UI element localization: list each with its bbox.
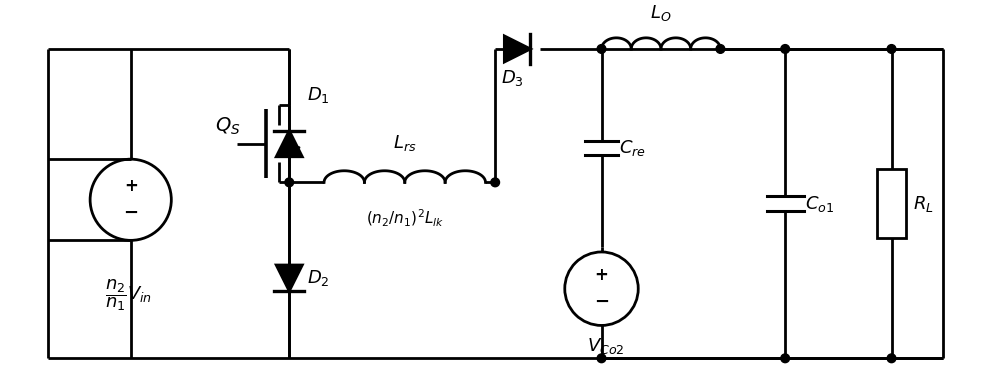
Circle shape (887, 45, 896, 53)
Circle shape (597, 354, 606, 363)
Polygon shape (504, 36, 530, 62)
Circle shape (491, 178, 500, 187)
Text: $L_O$: $L_O$ (650, 3, 672, 23)
Text: $R_L$: $R_L$ (913, 194, 934, 214)
Text: $V_{Co2}$: $V_{Co2}$ (587, 336, 624, 356)
Circle shape (887, 354, 896, 363)
Circle shape (781, 354, 790, 363)
Text: $\dfrac{n_2}{n_1}V_{in}$: $\dfrac{n_2}{n_1}V_{in}$ (105, 277, 152, 313)
Text: +: + (595, 266, 608, 284)
Text: −: − (594, 293, 609, 311)
Text: +: + (124, 177, 138, 195)
Text: $C_{o1}$: $C_{o1}$ (805, 194, 834, 214)
Circle shape (716, 45, 725, 53)
Text: $L_{rs}$: $L_{rs}$ (393, 133, 417, 153)
Circle shape (285, 178, 294, 187)
Text: $D_1$: $D_1$ (307, 85, 329, 106)
Circle shape (781, 45, 790, 53)
Text: $(n_2/n_1)^2L_{lk}$: $(n_2/n_1)^2L_{lk}$ (366, 208, 444, 229)
Text: $Q_S$: $Q_S$ (215, 116, 241, 137)
Text: $D_3$: $D_3$ (501, 68, 524, 88)
Text: $D_2$: $D_2$ (307, 268, 329, 288)
Bar (877, 169, 906, 239)
Circle shape (597, 45, 606, 53)
Polygon shape (276, 131, 302, 157)
Text: $C_{re}$: $C_{re}$ (619, 138, 646, 158)
Polygon shape (276, 265, 302, 291)
Text: −: − (123, 204, 138, 222)
